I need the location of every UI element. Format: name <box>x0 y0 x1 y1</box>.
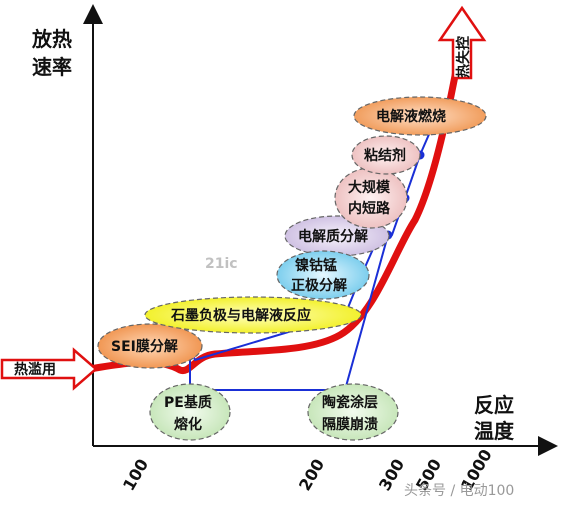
connector-lower <box>189 234 389 391</box>
x-tick-200: 200 <box>295 456 328 494</box>
y-axis-label-line2: 速率 <box>32 55 72 79</box>
node-short-label-line2: 内短路 <box>348 200 391 217</box>
node-ceramic-label-line1: 陶瓷涂层 <box>322 394 378 411</box>
thermal-runaway-label: 热失控 <box>455 36 472 78</box>
x-axis-label-line1: 反应 <box>474 393 514 417</box>
thermal-abuse-label: 热滥用 <box>14 361 56 378</box>
thermal-abuse-arrow <box>0 347 98 391</box>
y-axis-label-line1: 放热 <box>31 27 72 51</box>
node-ceramic-label-line2: 隔膜崩溃 <box>322 416 378 433</box>
node-electrolyte-combustion: 电解液燃烧 <box>353 96 487 136</box>
node-pe-label-line1: PE基质 <box>164 394 212 411</box>
node-short-label-line1: 大规模 <box>348 179 391 196</box>
x-tick-100: 100 <box>119 456 152 494</box>
node-cathode-label-line2: 正极分解 <box>291 277 347 294</box>
node-cathode-decomposition: 镍钴锰 正极分解 <box>276 250 370 300</box>
node-burn-label: 电解液燃烧 <box>376 108 446 125</box>
node-ceramic-collapse: 陶瓷涂层 隔膜崩溃 <box>307 383 399 441</box>
node-pe-label-line2: 熔化 <box>174 416 202 433</box>
node-sei-label: SEI膜分解 <box>111 338 178 355</box>
node-sei-decomposition: SEI膜分解 <box>97 323 203 369</box>
watermark-corner: 头条号 / 电动100 <box>404 482 514 499</box>
node-binder-label: 粘结剂 <box>364 147 406 164</box>
node-binder: 粘结剂 <box>351 135 421 175</box>
node-cathode-label-line1: 镍钴锰 <box>295 257 337 274</box>
node-internal-short: 大规模 内短路 <box>334 167 408 229</box>
watermark-center: 21ic <box>205 256 238 272</box>
node-electrolyte-decomp-label: 电解质分解 <box>298 228 368 245</box>
heat-release-curve <box>86 56 462 375</box>
thermal-runaway-arrow <box>437 5 487 80</box>
node-graphite-label: 石墨负极与电解液反应 <box>170 307 311 324</box>
node-graphite-electrolyte: 石墨负极与电解液反应 <box>144 296 362 334</box>
node-pe-melting: PE基质 熔化 <box>149 383 231 441</box>
x-axis-label-line2: 温度 <box>474 419 515 443</box>
